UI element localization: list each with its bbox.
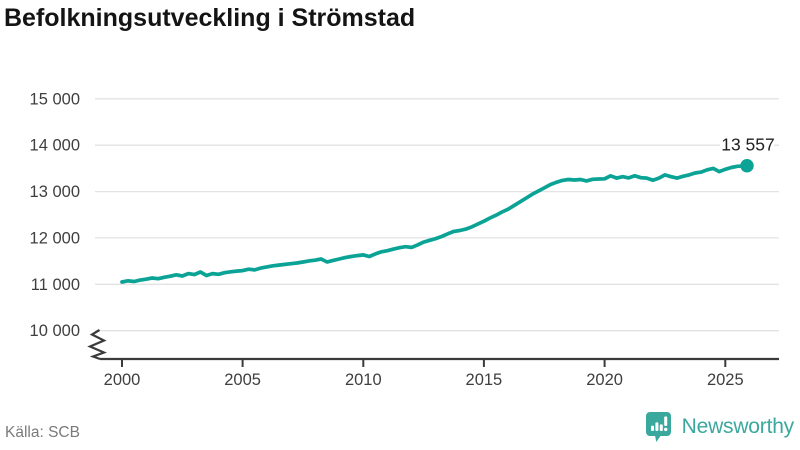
mini-bar-chart-glyph [650, 416, 668, 432]
y-tick-label: 10 000 [30, 322, 80, 340]
population-line [120, 163, 749, 284]
x-tick-label: 2015 [466, 371, 503, 389]
y-tick-label: 15 000 [30, 90, 80, 108]
x-tick-label: 2000 [104, 371, 141, 389]
y-tick-label: 12 000 [30, 229, 80, 247]
x-tick-label: 2020 [586, 371, 623, 389]
y-tick-label: 11 000 [31, 276, 80, 294]
exclamation-dot [663, 427, 668, 432]
newsworthy-bubble-chart-icon [645, 412, 671, 442]
speech-bubble-shape [645, 412, 671, 442]
y-tick-label: 13 000 [30, 183, 80, 201]
chart-title: Befolkningsutveckling i Strömstad [4, 4, 416, 32]
latest-value-label: 13 557 [721, 135, 775, 155]
newsworthy-wordmark: Newsworthy [681, 415, 795, 438]
source-caption: Källa: SCB [5, 424, 80, 441]
axis-break-icon [87, 329, 107, 361]
exclamation-bar [663, 416, 667, 426]
x-tick-label: 2010 [345, 371, 382, 389]
x-tick-label: 2025 [707, 371, 744, 389]
x-tick-label: 2005 [224, 371, 261, 389]
newsworthy-branding: Newsworthy [645, 411, 794, 443]
latest-point-marker [740, 159, 754, 173]
y-tick-label: 14 000 [30, 137, 80, 155]
